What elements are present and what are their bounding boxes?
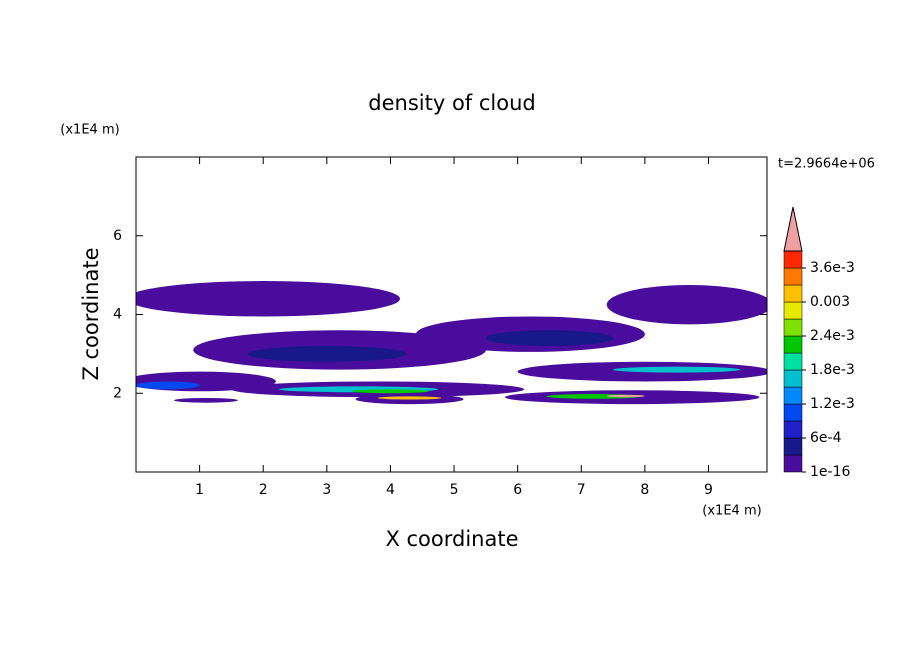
colorbar-band bbox=[783, 352, 803, 371]
colorbar-band bbox=[783, 301, 803, 320]
colorbar-tick-label: 6e-4 bbox=[810, 430, 842, 446]
colorbar-band bbox=[783, 318, 803, 337]
contour-region bbox=[136, 381, 200, 390]
x-tick-label: 4 bbox=[386, 482, 395, 498]
colorbar-band bbox=[783, 437, 803, 456]
x-tick-label: 2 bbox=[259, 482, 268, 498]
x-unit: (x1E4 m) bbox=[702, 504, 761, 519]
contour-region bbox=[485, 330, 614, 346]
contour-region bbox=[136, 281, 400, 317]
chart-title: density of cloud bbox=[368, 91, 535, 115]
colorbar-tick-label: 1e-16 bbox=[810, 464, 850, 480]
y-tick-label: 2 bbox=[113, 385, 122, 401]
contour-region bbox=[377, 396, 442, 400]
contour-region bbox=[174, 397, 238, 403]
contour-region bbox=[613, 366, 741, 373]
x-tick-label: 5 bbox=[450, 482, 459, 498]
x-tick-label: 7 bbox=[577, 482, 586, 498]
colorbar-extend bbox=[783, 206, 803, 252]
contour-region bbox=[606, 394, 645, 398]
colorbar-tick-label: 2.4e-3 bbox=[810, 328, 855, 344]
colorbar-band bbox=[783, 454, 803, 473]
colorbar-tick-label: 3.6e-3 bbox=[810, 260, 855, 276]
time-label: t=2.9664e+06 bbox=[778, 157, 875, 172]
x-tick-label: 1 bbox=[195, 482, 204, 498]
x-tick-label: 3 bbox=[322, 482, 331, 498]
colorbar-tick-label: 1.2e-3 bbox=[810, 396, 855, 412]
colorbar-band bbox=[783, 267, 803, 286]
y-tick-label: 4 bbox=[113, 307, 122, 323]
colorbar-band bbox=[783, 420, 803, 439]
colorbar-band bbox=[783, 335, 803, 354]
y-unit: (x1E4 m) bbox=[60, 123, 119, 138]
x-tick-label: 9 bbox=[704, 482, 713, 498]
x-axis-label: X coordinate bbox=[385, 527, 518, 551]
colorbar-band bbox=[783, 369, 803, 388]
colorbar-tick-label: 0.003 bbox=[810, 294, 850, 310]
x-tick-label: 8 bbox=[640, 482, 649, 498]
contour-field bbox=[136, 281, 767, 405]
colorbar-band bbox=[783, 386, 803, 405]
y-axis-label: Z coordinate bbox=[79, 247, 103, 380]
colorbar-band bbox=[783, 403, 803, 422]
colorbar-tick-label: 1.8e-3 bbox=[810, 362, 855, 378]
y-tick-label: 6 bbox=[113, 228, 122, 244]
colorbar-band bbox=[783, 250, 803, 269]
contour-region bbox=[352, 389, 429, 394]
colorbar-band bbox=[783, 284, 803, 303]
x-tick-label: 6 bbox=[513, 482, 522, 498]
contour-region bbox=[606, 284, 767, 325]
contour-region bbox=[247, 346, 407, 362]
